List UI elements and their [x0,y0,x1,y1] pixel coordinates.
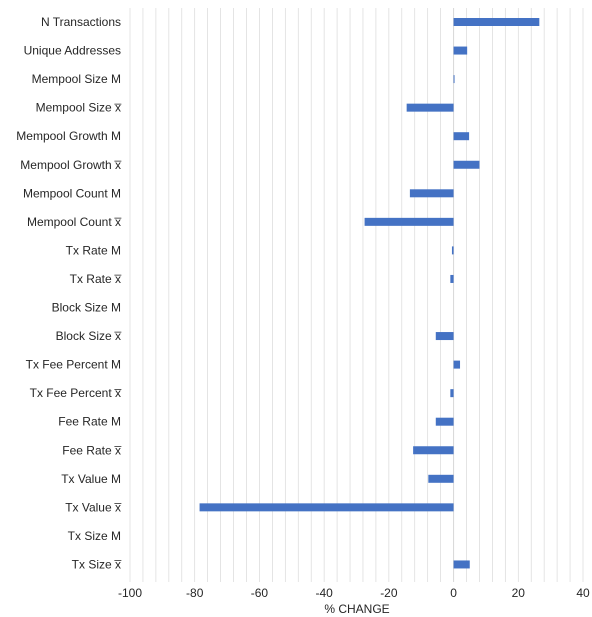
category-label: Unique Addresses [24,44,121,58]
bar [364,217,454,226]
bar [428,474,454,483]
bars [199,18,540,569]
category-label: Mempool Count x̅ [27,215,122,229]
bar [435,332,454,341]
bar [413,446,454,455]
bar [435,417,454,426]
category-label: Mempool Growth x̅ [20,158,122,172]
bar [450,389,454,398]
bar [453,160,480,169]
category-label: Block Size M [52,301,121,315]
x-tick-label: 0 [450,586,457,600]
x-tick-label: -20 [380,586,398,600]
category-labels: N Transactions Unique Addresses Mempool Si… [16,15,122,571]
x-tick-label: -80 [186,586,204,600]
category-label: Mempool Size M [32,72,121,86]
category-label: Tx Size M [68,529,121,543]
bar [451,246,454,255]
category-label: Tx Fee Percent x̅ [30,386,122,400]
bar [453,360,461,369]
bar [450,274,454,283]
category-label: Mempool Growth M [16,129,121,143]
x-tick-label: -40 [315,586,333,600]
category-label: N Transactions [41,15,121,29]
category-label: Mempool Count M [23,186,121,200]
x-axis-title: % CHANGE [324,602,389,616]
category-label: Mempool Size x̅ [36,101,122,115]
category-label: Fee Rate x̅ [62,443,122,457]
x-tick-label: 20 [512,586,526,600]
category-label: Tx Value x̅ [65,500,122,514]
category-label: Block Size x̅ [56,329,122,343]
bar [453,18,540,26]
bar [453,75,455,84]
bar [453,46,468,55]
category-label: Tx Size x̅ [72,557,122,571]
bar [453,560,470,569]
category-label: Fee Rate M [58,415,121,429]
bar [453,132,470,141]
bar [199,503,454,512]
category-label: Tx Rate x̅ [70,272,122,286]
x-tick-label: -60 [251,586,269,600]
bar [406,103,454,112]
x-tick-label: -100 [118,586,142,600]
grid-lines [129,8,584,582]
category-label: Tx Value M [61,472,121,486]
category-label: Tx Fee Percent M [26,358,121,372]
bar [409,189,454,198]
x-tick-labels: -100 -80 -60 -40 -20 0 20 40 [118,586,590,600]
category-label: Tx Rate M [66,243,121,257]
x-tick-label: 40 [576,586,590,600]
